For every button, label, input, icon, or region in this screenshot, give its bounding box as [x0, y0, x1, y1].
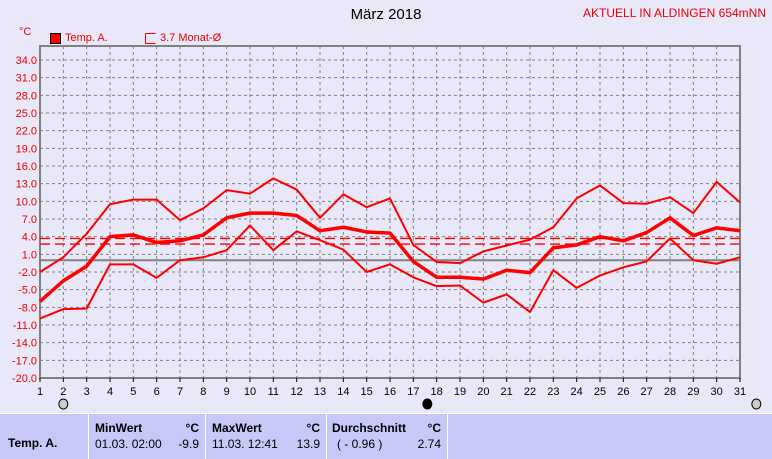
y-tick-label: -8.0 [18, 302, 37, 314]
x-tick-label: 23 [547, 386, 559, 398]
x-tick-label: 13 [314, 386, 326, 398]
series-line-daily-min [39, 224, 741, 320]
y-unit: °C [19, 26, 32, 38]
x-tick-label: 7 [177, 386, 183, 398]
x-tick-label: 20 [477, 386, 489, 398]
x-tick-label: 10 [244, 386, 256, 398]
series-line-daily-mean [38, 211, 741, 303]
y-tick-label: -20.0 [12, 373, 37, 385]
y-tick-label: 31.0 [16, 73, 37, 85]
x-tick-label: 8 [200, 386, 206, 398]
moon-full-icon [58, 398, 69, 410]
avg-header: Durchschnitt [332, 421, 407, 435]
moon-new-icon [422, 398, 433, 410]
chart-title: März 2018 [350, 6, 422, 23]
y-tick-label: -5.0 [18, 285, 37, 297]
x-tick-label: 28 [664, 386, 676, 398]
max-unit: °C [306, 421, 320, 435]
avg-value: 2.74 [417, 437, 441, 451]
x-tick-label: 6 [154, 386, 160, 398]
x-tick-label: 22 [524, 386, 536, 398]
x-tick-label: 26 [617, 386, 629, 398]
x-tick-label: 5 [130, 386, 136, 398]
max-value: 13.9 [296, 437, 320, 451]
x-tick-label: 17 [407, 386, 419, 398]
x-tick-label: 25 [594, 386, 606, 398]
x-tick-label: 27 [641, 386, 653, 398]
y-tick-label: -2.0 [18, 267, 37, 279]
x-tick-label: 9 [224, 386, 230, 398]
temperature-chart: 34.031.028.025.022.019.016.013.010.07.04… [12, 45, 762, 410]
legend-temp: Temp. A. [50, 32, 108, 44]
x-tick-label: 11 [268, 386, 279, 398]
y-tick-label: -11.0 [13, 320, 37, 332]
avg-deviation: ( - 0.96 ) [337, 437, 383, 451]
legend-swatch [50, 32, 61, 44]
x-tick-label: 3 [84, 386, 90, 398]
row-label: Temp. A. [8, 436, 58, 450]
min-header: MinWert [95, 421, 143, 435]
x-tick-label: 4 [107, 386, 113, 398]
min-value: -9.9 [178, 437, 199, 451]
y-tick-label: 4.0 [22, 232, 37, 244]
min-time: 01.03. 02:00 [95, 437, 162, 451]
x-tick-label: 30 [711, 386, 723, 398]
x-tick-label: 31 [734, 386, 746, 398]
avg-unit: °C [427, 421, 441, 435]
stats-table: Temp. A. MinWert °C 01.03. 02:00 -9.9 Ma… [0, 413, 772, 459]
legend-label: Temp. A. [65, 32, 108, 44]
legend-label: 3.7 Monat-Ø [160, 32, 222, 44]
x-tick-label: 12 [291, 386, 303, 398]
series-line-daily-max [39, 177, 741, 273]
y-tick-label: 28.0 [16, 90, 37, 102]
max-header: MaxWert [212, 421, 262, 435]
x-tick-label: 16 [384, 386, 396, 398]
max-time: 11.03. 12:41 [212, 437, 278, 451]
x-tick-label: 14 [337, 386, 349, 398]
y-tick-label: 13.0 [16, 179, 37, 191]
x-tick-label: 18 [431, 386, 443, 398]
min-unit: °C [185, 421, 199, 435]
moon-full-icon [751, 398, 762, 410]
legend-month-avg: 3.7 Monat-Ø [145, 32, 221, 44]
y-tick-label: 34.0 [16, 55, 37, 67]
y-tick-label: 22.0 [16, 126, 37, 138]
x-tick-label: 15 [361, 386, 373, 398]
x-tick-label: 29 [687, 386, 699, 398]
y-tick-label: 16.0 [16, 161, 37, 173]
x-tick-label: 24 [571, 386, 583, 398]
legend-swatch [145, 32, 156, 44]
y-tick-label: -17.0 [12, 355, 37, 367]
y-tick-label: 10.0 [16, 196, 37, 208]
x-tick-label: 2 [60, 386, 66, 398]
station-label: AKTUELL IN ALDINGEN 654mNN [583, 6, 766, 20]
y-tick-label: 1.0 [22, 249, 37, 261]
y-tick-label: -14.0 [12, 338, 37, 350]
y-tick-label: 19.0 [16, 143, 37, 155]
x-tick-label: 19 [454, 386, 466, 398]
x-tick-label: 21 [501, 386, 513, 398]
y-tick-label: 25.0 [16, 108, 37, 120]
x-tick-label: 1 [37, 386, 43, 398]
y-tick-label: 7.0 [22, 214, 37, 226]
